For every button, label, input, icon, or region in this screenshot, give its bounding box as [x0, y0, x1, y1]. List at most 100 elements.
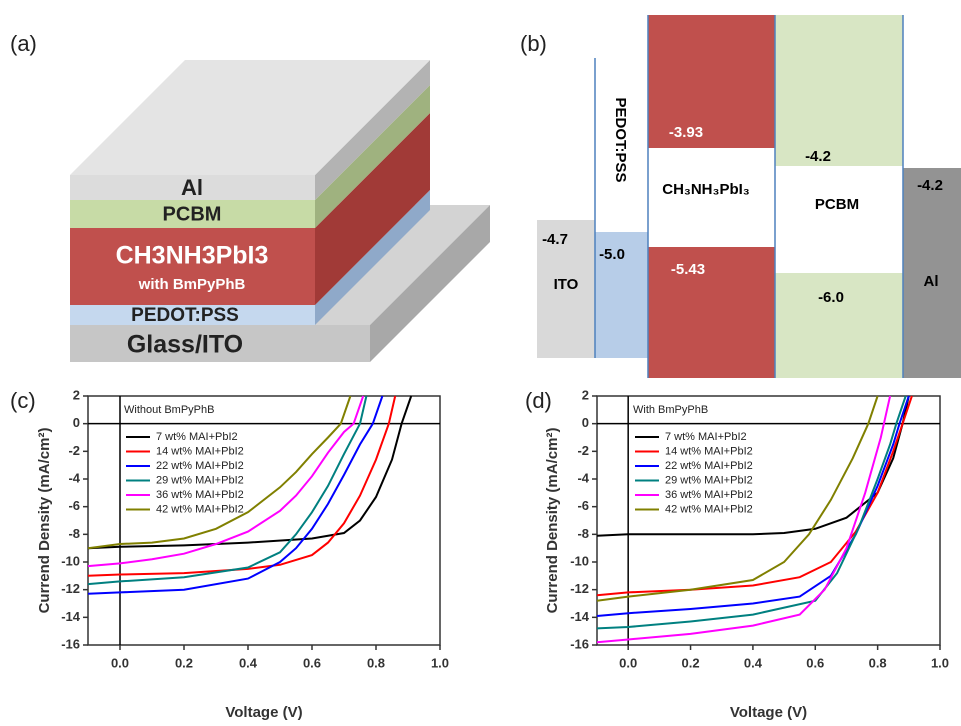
panel-label: (b)	[520, 31, 547, 56]
y-axis-title: Currend Density (mA/cm²)	[544, 428, 561, 614]
device-stack: (a) Al PCBM CH3NH3PbI3 with BmPyPhB PEDO…	[10, 31, 490, 362]
x-tick-label: 0.4	[239, 655, 258, 670]
perovskite-front	[70, 228, 315, 305]
y-tick-label: 2	[73, 387, 80, 402]
x-tick-label: 0.8	[367, 655, 385, 670]
pedot-side	[315, 190, 430, 325]
energy-level: -3.93	[669, 124, 703, 141]
layer-label: CH3NH3PbI3	[116, 242, 269, 270]
al-front	[70, 175, 315, 200]
legend-label: 7 wt% MAI+PbI2	[156, 431, 238, 443]
x-tick-label: 0.2	[682, 655, 700, 670]
layer-label: PEDOT:PSS	[131, 305, 239, 326]
energy-level: -4.2	[805, 148, 831, 165]
panel-label: (c)	[10, 388, 36, 413]
ito-box	[537, 220, 595, 358]
pcbm-homo	[775, 273, 903, 378]
iv-curve	[87, 395, 413, 550]
y-tick-label: -12	[61, 581, 80, 596]
y-tick-label: -2	[577, 443, 589, 458]
iv-curve	[87, 395, 368, 586]
legend-label: 42 wt% MAI+PbI2	[156, 503, 244, 515]
x-tick-label: 0.0	[619, 655, 637, 670]
legend-label: 22 wt% MAI+PbI2	[156, 460, 244, 472]
y-tick-label: -6	[68, 498, 80, 513]
y-tick-label: -2	[68, 443, 80, 458]
y-tick-label: 0	[582, 415, 589, 430]
material-label: CH₃NH₃PbI₃	[662, 181, 750, 198]
iv-curve	[596, 395, 879, 602]
plot-frame	[87, 395, 441, 646]
legend-label: 29 wt% MAI+PbI2	[156, 474, 244, 486]
plot-frame	[596, 395, 941, 646]
iv-curve	[596, 395, 892, 644]
energy-level: -4.2	[917, 177, 943, 194]
x-axis-title: Voltage (V)	[730, 704, 807, 721]
material-label: PCBM	[815, 196, 859, 213]
charts: (c) 0.0 0.2 0.4 0.6 0.8 1.0 2 0 -2 -4 -6 -8 -10 -12 -14…	[10, 387, 949, 721]
legend-label: 29 wt% MAI+PbI2	[665, 474, 753, 486]
annotation: Without BmPyPhB	[124, 404, 214, 416]
layer-label: PCBM	[163, 203, 222, 225]
y-tick-label: -14	[61, 609, 81, 624]
y-tick-label: -10	[61, 553, 80, 568]
legend-label: 14 wt% MAI+PbI2	[156, 445, 244, 457]
legend-label: 22 wt% MAI+PbI2	[665, 460, 753, 472]
y-tick-label: -10	[570, 553, 589, 568]
y-tick-label: -6	[577, 498, 589, 513]
y-tick-label: -12	[570, 581, 589, 596]
perovskite-side	[315, 113, 430, 305]
iv-curve	[87, 395, 397, 577]
energy-level: -6.0	[818, 289, 844, 306]
x-tick-label: 0.6	[303, 655, 321, 670]
material-label: ITO	[554, 276, 579, 293]
y-tick-label: -4	[68, 470, 80, 485]
pcbm-front	[70, 200, 315, 228]
x-tick-label: 0.4	[744, 655, 763, 670]
y-axis-title: Currend Density (mA/cm²)	[36, 428, 53, 614]
material-label: Al	[924, 273, 939, 290]
iv-curve	[87, 395, 365, 568]
x-tick-label: 0.8	[869, 655, 887, 670]
energy-level: -5.43	[671, 261, 705, 278]
y-tick-label: 2	[582, 387, 589, 402]
pedot-front	[70, 305, 315, 325]
layer-label: Glass/ITO	[127, 331, 243, 359]
iv-curve	[596, 395, 910, 537]
y-tick-label: -14	[570, 609, 590, 624]
pcbm-side	[315, 85, 430, 228]
annotation: With BmPyPhB	[633, 404, 708, 416]
substrate-side	[370, 205, 490, 362]
legend-label: 36 wt% MAI+PbI2	[156, 489, 244, 501]
energy-level: -5.0	[599, 246, 625, 263]
material-label: PEDOT:PSS	[612, 97, 629, 182]
substrate-front	[70, 325, 370, 362]
iv-curve	[87, 395, 352, 550]
legend-label: 14 wt% MAI+PbI2	[665, 445, 753, 457]
x-tick-label: 1.0	[931, 655, 949, 670]
iv-curve	[87, 395, 384, 595]
perovskite-homo	[648, 247, 775, 378]
pcbm-lumo	[775, 15, 903, 166]
panel-label: (a)	[10, 31, 37, 56]
layer-label: Al	[181, 175, 203, 200]
al-box	[903, 168, 961, 378]
pedot-box	[595, 232, 648, 358]
iv-curve	[596, 395, 907, 630]
y-tick-label: -16	[61, 636, 80, 651]
al-top	[70, 60, 430, 175]
legend-label: 36 wt% MAI+PbI2	[665, 489, 753, 501]
perovskite-lumo	[648, 15, 775, 148]
legend-label: 7 wt% MAI+PbI2	[665, 431, 747, 443]
layer-label: with BmPyPhB	[138, 276, 246, 293]
y-tick-label: -8	[577, 526, 589, 541]
x-tick-label: 0.2	[175, 655, 193, 670]
al-side	[315, 60, 430, 200]
dividers	[594, 15, 904, 378]
x-tick-label: 0.6	[806, 655, 824, 670]
energy-diagram: (b) -4.7 ITO -5.0 PEDOT:PSS -3.93 CH₃NH₃…	[520, 15, 961, 378]
y-tick-label: -4	[577, 470, 589, 485]
y-tick-label: -16	[570, 636, 589, 651]
